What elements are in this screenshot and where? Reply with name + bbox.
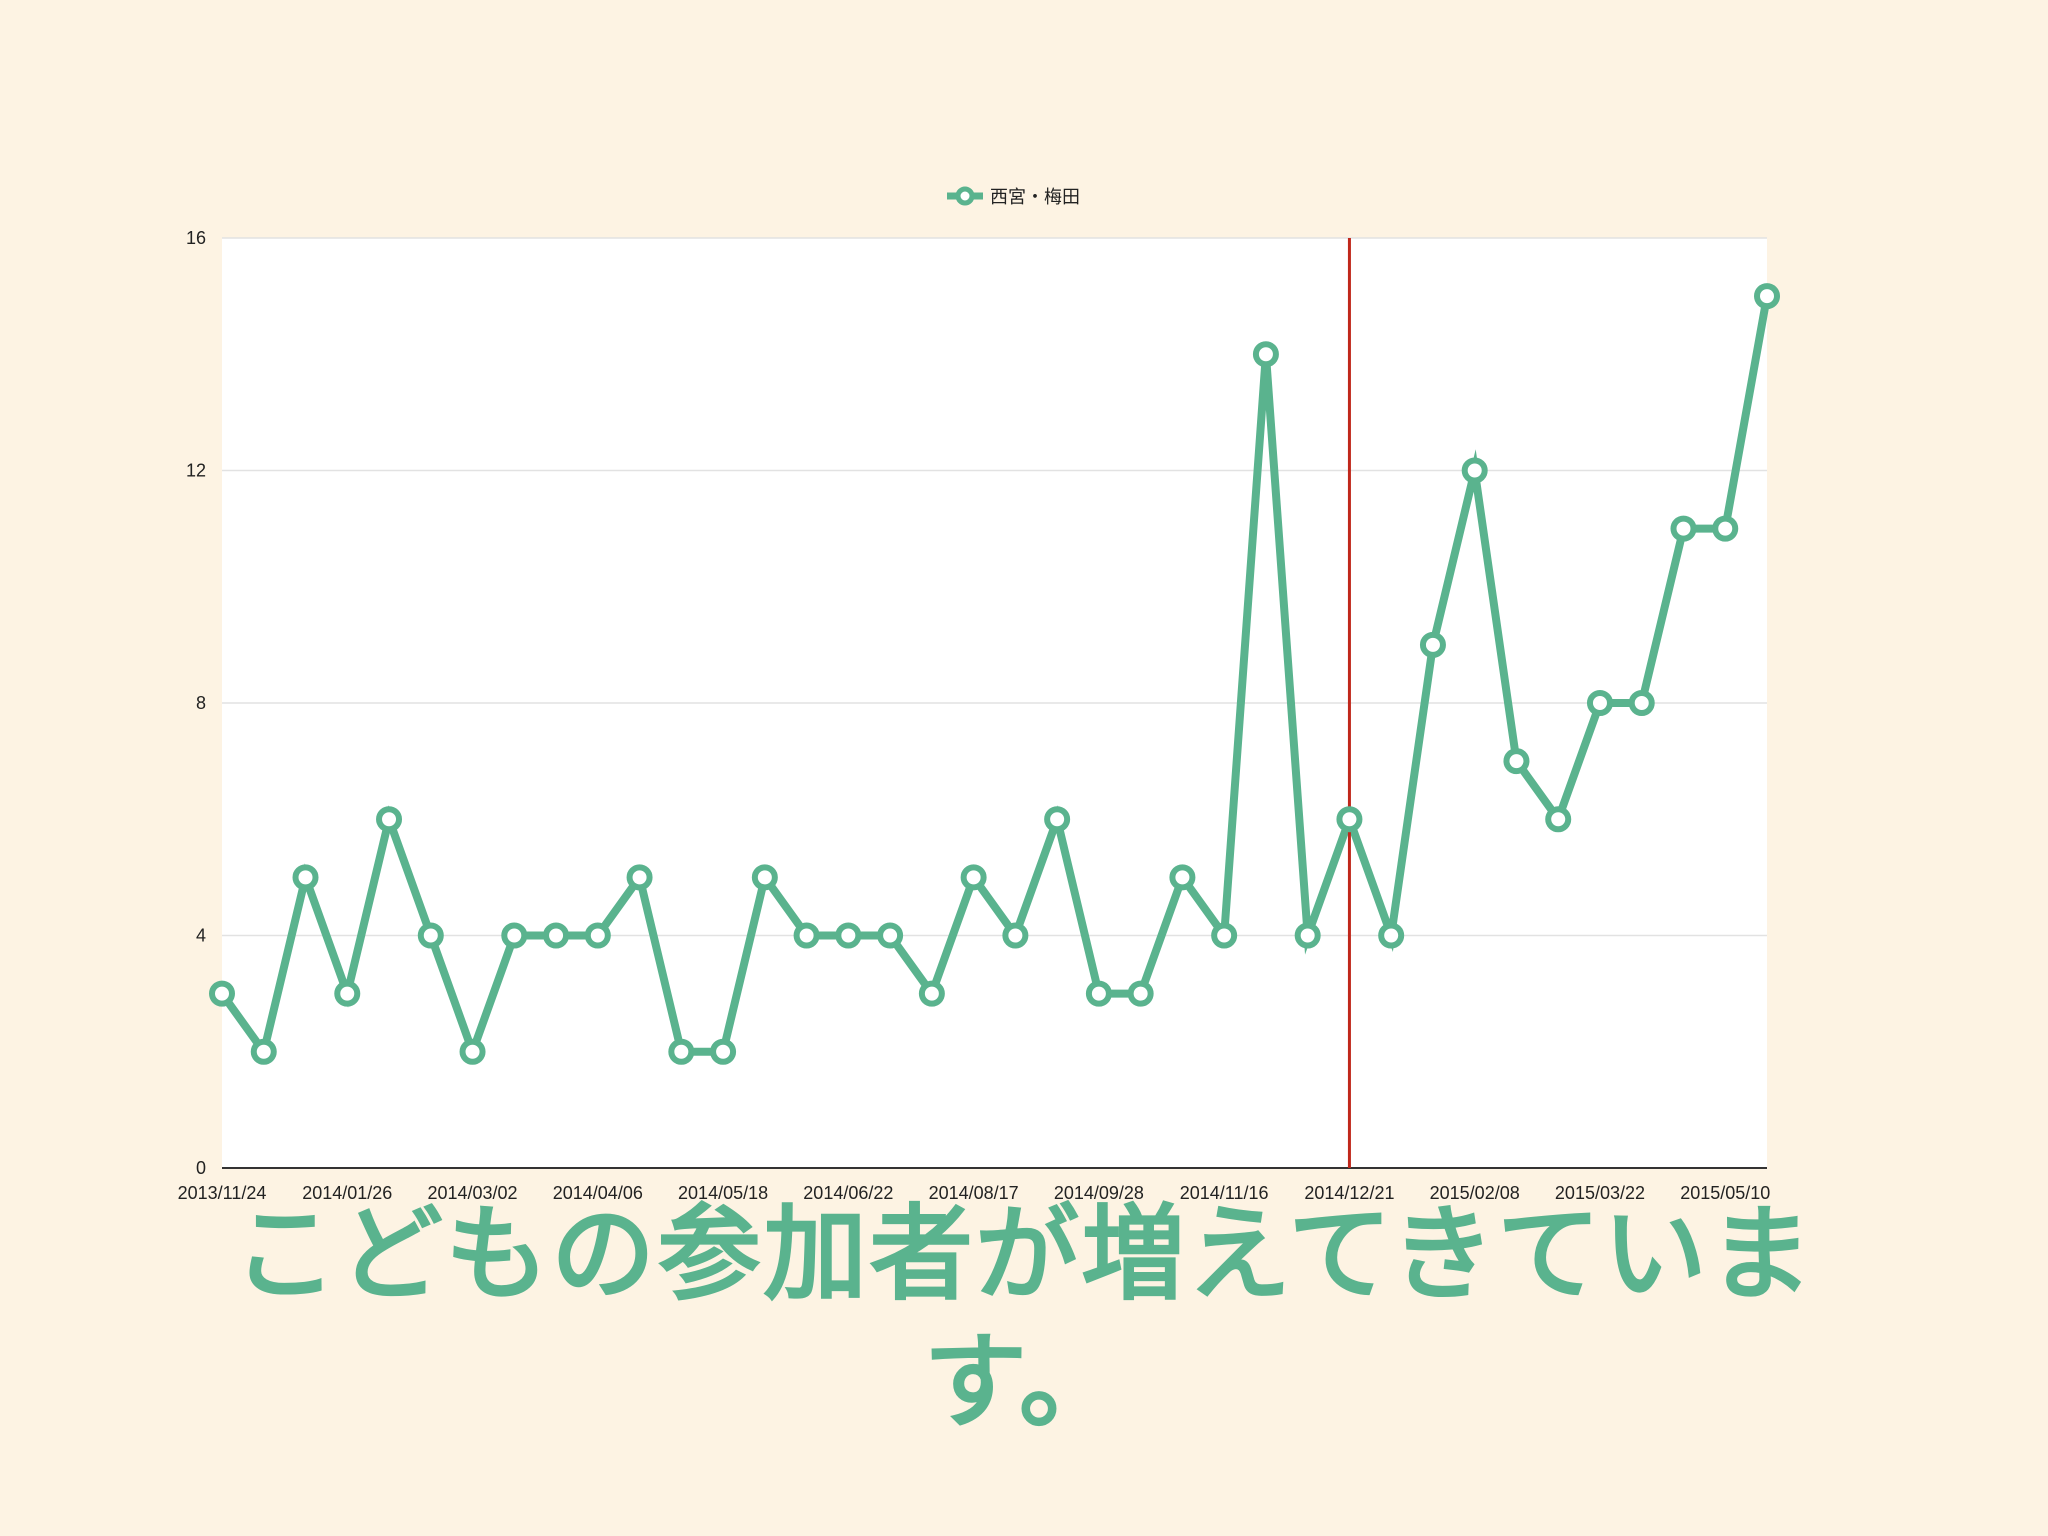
data-point <box>1461 457 1488 484</box>
y-tick-label: 0 <box>196 1158 206 1178</box>
data-point <box>1712 515 1739 542</box>
marker-layer <box>209 238 1780 1168</box>
data-point <box>793 922 820 949</box>
x-tick-label: 2014/12/21 <box>1304 1183 1394 1203</box>
data-point <box>1754 283 1780 310</box>
x-tick-label: 2014/09/28 <box>1054 1183 1144 1203</box>
data-point <box>1378 922 1405 949</box>
axes: 0 4 8 12 16 2013/11/24 2014/01/26 2014/03/02 201… <box>178 228 1771 1203</box>
x-tick-label: 2013/11/24 <box>178 1183 267 1203</box>
data-point <box>376 806 403 833</box>
data-point <box>584 922 611 949</box>
x-tick-label: 2014/03/02 <box>427 1183 517 1203</box>
data-point <box>1211 922 1238 949</box>
y-tick-label: 8 <box>196 693 206 713</box>
caption-text: こどもの参加者が増えてきています。 <box>233 1193 1815 1443</box>
data-point <box>1044 806 1071 833</box>
data-point <box>1169 864 1196 891</box>
data-point <box>960 864 987 891</box>
legend-marker <box>955 186 975 206</box>
data-point <box>1670 515 1697 542</box>
series-line <box>218 295 1771 1064</box>
data-point <box>1628 690 1655 716</box>
y-tick-label: 12 <box>186 461 206 481</box>
data-point <box>918 980 945 1007</box>
x-tick-label: 2015/03/22 <box>1555 1183 1645 1203</box>
data-point <box>1002 922 1029 949</box>
x-tick-label: 2014/01/26 <box>302 1183 392 1203</box>
x-tick-label: 2014/11/16 <box>1180 1183 1269 1203</box>
data-point <box>1085 980 1112 1007</box>
data-point <box>877 922 904 949</box>
data-point <box>250 1038 277 1065</box>
data-point <box>1545 806 1572 833</box>
grid-lines <box>222 237 1767 937</box>
legend-label: 西宮・梅田 <box>990 187 1080 208</box>
data-point <box>209 980 235 1007</box>
data-point <box>626 864 653 891</box>
data-point <box>1252 341 1279 368</box>
data-point <box>751 864 778 891</box>
y-tick-label: 4 <box>196 926 206 946</box>
data-point <box>1294 922 1321 949</box>
data-point <box>543 922 570 949</box>
series-line-layer <box>218 295 1771 1064</box>
x-tick-label: 2014/05/18 <box>678 1183 768 1203</box>
data-point <box>835 922 862 949</box>
data-point <box>501 922 528 949</box>
x-tick-label: 2014/08/17 <box>929 1183 1019 1203</box>
data-point <box>334 980 361 1007</box>
x-tick-label: 2015/02/08 <box>1430 1183 1520 1203</box>
data-point <box>1419 631 1446 658</box>
data-point <box>1503 748 1530 775</box>
data-point <box>292 864 319 891</box>
data-point <box>1127 980 1154 1007</box>
y-tick-label: 16 <box>186 228 206 248</box>
data-point <box>1586 690 1613 716</box>
x-tick-label: 2014/04/06 <box>553 1183 643 1203</box>
data-point <box>1336 806 1363 833</box>
x-tick-label: 2015/05/10 <box>1680 1183 1770 1203</box>
data-point <box>668 1038 695 1065</box>
data-point <box>710 1038 737 1065</box>
data-point <box>417 922 444 949</box>
legend: 西宮・梅田 <box>947 186 1080 208</box>
x-tick-label: 2014/06/22 <box>803 1183 893 1203</box>
data-point <box>459 1038 486 1065</box>
